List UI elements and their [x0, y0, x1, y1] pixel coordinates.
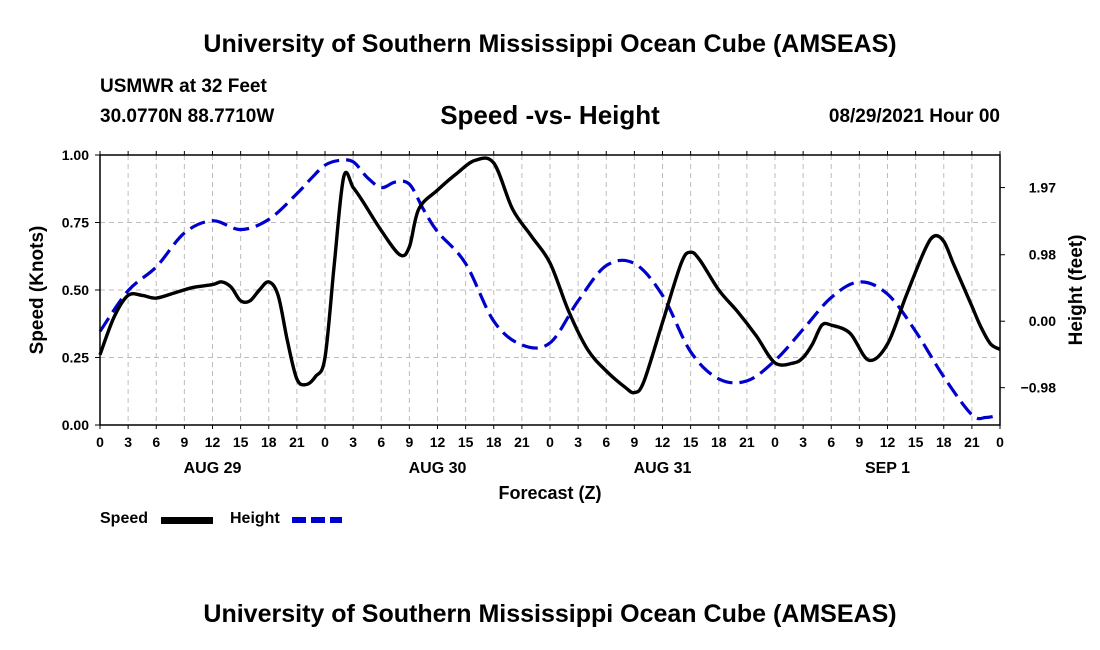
x-tick-label: 15	[233, 434, 249, 450]
x-tick-label: 3	[349, 434, 357, 450]
x-axis-label: Forecast (Z)	[498, 483, 601, 503]
x-tick-label: 0	[321, 434, 329, 450]
y2-axis-label: Height (feet)	[1066, 235, 1087, 346]
x-tick-label: 15	[458, 434, 474, 450]
series-line-height	[98, 158, 1001, 421]
x-day-label: AUG 31	[634, 460, 692, 477]
x-tick-label: 9	[405, 434, 413, 450]
y-tick-label: 0.25	[62, 350, 89, 366]
x-tick-label: 3	[799, 434, 807, 450]
x-tick-label: 12	[430, 434, 446, 450]
x-tick-label: 15	[683, 434, 699, 450]
x-tick-label: 21	[739, 434, 755, 450]
legend-swatch-speed	[161, 517, 213, 524]
x-tick-label: 12	[205, 434, 221, 450]
top-title: University of Southern Mississippi Ocean…	[203, 30, 897, 58]
x-tick-label: 9	[630, 434, 638, 450]
y-tick-label: 1.00	[62, 147, 89, 163]
station-coords: 30.0770N 88.7710W	[100, 106, 275, 127]
station-name: USMWR at 32 Feet	[100, 76, 267, 97]
x-day-label: SEP 1	[865, 460, 910, 477]
x-tick-label: 6	[152, 434, 160, 450]
run-datetime: 08/29/2021 Hour 00	[828, 106, 1000, 127]
x-tick-label: 18	[936, 434, 952, 450]
y2-tick-label: 0.98	[1029, 247, 1056, 263]
bottom-title: University of Southern Mississippi Ocean…	[203, 600, 897, 628]
axes: 0 3 6 9 12 15 18 21 0 3 6 9 12 15 18 21 0 3 6 9 12 15 18 21 0 3 6 9…	[62, 147, 1056, 477]
y-tick-label: 0.50	[62, 282, 89, 298]
y2-tick-label: −0.98	[1021, 380, 1057, 396]
x-tick-label: 6	[377, 434, 385, 450]
y2-tick-label: 0.00	[1029, 313, 1056, 329]
y-tick-label: 0.75	[62, 215, 89, 231]
x-day-label: AUG 30	[409, 460, 467, 477]
y-axis-label: Speed (Knots)	[27, 226, 48, 355]
x-tick-label: 0	[546, 434, 554, 450]
y2-tick-label: 1.97	[1029, 180, 1056, 196]
x-tick-label: 21	[964, 434, 980, 450]
legend-label-speed: Speed	[100, 510, 149, 527]
x-tick-label: 0	[96, 434, 104, 450]
x-tick-label: 9	[855, 434, 863, 450]
x-tick-label: 12	[655, 434, 671, 450]
x-tick-label: 12	[880, 434, 896, 450]
x-tick-label: 6	[602, 434, 610, 450]
legend-swatch-height	[292, 517, 342, 523]
series-layer	[98, 156, 1001, 421]
x-tick-label: 21	[289, 434, 305, 450]
y-tick-label: 0.00	[62, 417, 89, 433]
x-tick-label: 0	[996, 434, 1004, 450]
x-tick-label: 6	[827, 434, 835, 450]
legend-label-height: Height	[230, 510, 280, 527]
series-line-speed	[98, 156, 1001, 395]
x-tick-label: 9	[180, 434, 188, 450]
x-tick-label: 3	[574, 434, 582, 450]
chart-title: Speed -vs- Height	[440, 100, 660, 130]
x-tick-label: 15	[908, 434, 924, 450]
x-tick-label: 3	[124, 434, 132, 450]
x-tick-label: 18	[711, 434, 727, 450]
x-tick-label: 18	[261, 434, 277, 450]
x-tick-label: 0	[771, 434, 779, 450]
speed-height-chart: 0 3 6 9 12 15 18 21 0 3 6 9 12 15 18 21 0 3 6 9 12 15 18 21 0 3 6 9…	[27, 147, 1087, 503]
x-tick-label: 21	[514, 434, 530, 450]
x-tick-label: 18	[486, 434, 502, 450]
x-day-label: AUG 29	[184, 460, 242, 477]
